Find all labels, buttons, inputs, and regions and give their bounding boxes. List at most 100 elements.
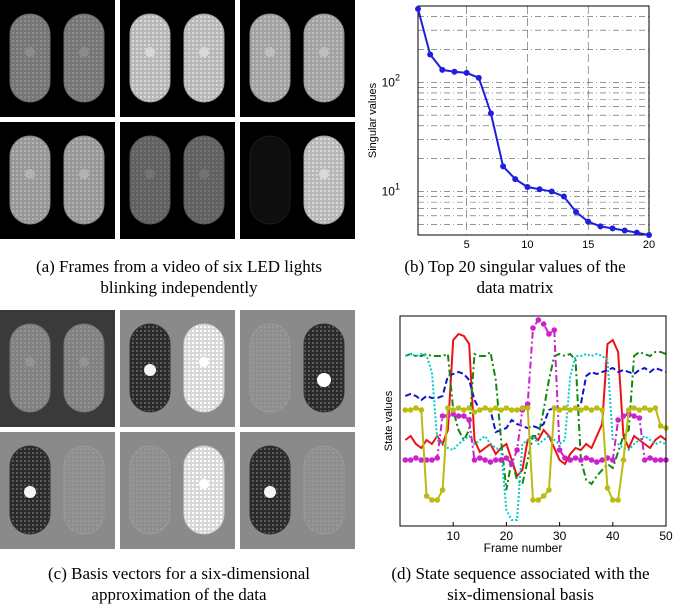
data-point (439, 413, 446, 419)
data-point (560, 193, 567, 200)
data-point (641, 405, 648, 411)
data-point (402, 457, 409, 463)
data-point (620, 457, 627, 463)
data-point (636, 415, 643, 421)
data-point (445, 405, 451, 411)
data-point (519, 405, 526, 411)
data-point (594, 459, 600, 465)
data-point (461, 407, 467, 413)
data-point (500, 163, 507, 170)
frame-tile-3 (240, 0, 355, 117)
frame-tile-6 (240, 122, 355, 239)
data-point (492, 405, 499, 411)
data-point (599, 407, 605, 413)
data-point (647, 407, 653, 413)
data-point (540, 493, 547, 499)
y-axis-label: State values (383, 390, 395, 451)
basis-image (120, 310, 235, 427)
data-point (434, 455, 441, 461)
data-point (477, 407, 483, 413)
data-point (633, 229, 640, 236)
data-point (429, 457, 435, 463)
basis-tile-5 (120, 432, 235, 549)
data-point (455, 405, 462, 411)
data-point (402, 407, 409, 413)
data-point (583, 405, 589, 411)
data-point (477, 455, 483, 461)
data-point (471, 409, 478, 415)
data-point (466, 417, 472, 423)
data-point (604, 485, 611, 491)
frame-tile-2 (120, 0, 235, 117)
data-point (641, 457, 648, 463)
data-point (636, 407, 643, 413)
data-point (434, 497, 441, 503)
data-point (621, 227, 628, 234)
basis-image (0, 432, 115, 549)
data-point (540, 321, 547, 327)
data-point (487, 459, 494, 465)
data-point (463, 69, 470, 76)
data-point (439, 487, 446, 493)
data-point (498, 407, 504, 413)
led-pair-image (120, 122, 235, 239)
data-point (514, 447, 520, 453)
panel-a-frames (0, 0, 358, 240)
data-point (427, 51, 434, 58)
data-point (475, 74, 482, 81)
data-point (657, 423, 664, 429)
data-point (407, 457, 414, 463)
data-point (512, 176, 519, 183)
data-point (609, 225, 616, 232)
led-pair-image (120, 0, 235, 117)
x-tick-label: 10 (447, 529, 461, 543)
data-point (620, 413, 627, 419)
data-point (625, 407, 632, 413)
data-point (583, 455, 589, 461)
caption-d: (d) State sequence associated with the s… (365, 563, 676, 605)
data-point (567, 407, 574, 413)
led-pair-image (240, 0, 355, 117)
x-tick-label: 40 (606, 529, 620, 543)
data-point (415, 5, 421, 12)
plot-frame (417, 5, 650, 236)
data-point (423, 493, 430, 499)
data-point (562, 455, 568, 461)
data-point (556, 447, 563, 453)
data-point (631, 405, 637, 411)
caption-d-line2: six-dimensional basis (447, 585, 594, 604)
x-tick-label: 50 (659, 529, 673, 543)
data-point (572, 405, 579, 411)
led-pair-image (240, 122, 355, 239)
data-point (594, 405, 600, 411)
basis-image (120, 432, 235, 549)
data-point (588, 457, 595, 463)
data-point (508, 407, 515, 413)
state-series-line-4 (404, 352, 667, 521)
data-point (407, 407, 414, 413)
y-axis-label: Singular values (367, 82, 379, 158)
data-point (524, 401, 531, 407)
data-point (551, 405, 558, 411)
data-point (487, 407, 494, 413)
data-point (418, 407, 425, 413)
data-point (455, 413, 462, 419)
data-point (461, 413, 467, 419)
x-tick-label: 10 (521, 239, 533, 251)
y-tick-label: 101 (382, 182, 400, 199)
data-point (610, 497, 616, 503)
caption-b: (b) Top 20 singular values of the data m… (365, 256, 665, 298)
basis-tile-2 (120, 310, 235, 427)
data-point (588, 407, 595, 413)
frame-tile-5 (120, 122, 235, 239)
state-series-line-6 (405, 406, 667, 501)
data-point (514, 407, 520, 413)
data-point (652, 457, 659, 463)
data-point (451, 68, 458, 75)
data-point (471, 457, 478, 463)
data-point (498, 457, 504, 463)
data-point (610, 457, 616, 463)
data-point (418, 457, 425, 463)
data-point (657, 457, 664, 463)
data-point (524, 405, 531, 411)
